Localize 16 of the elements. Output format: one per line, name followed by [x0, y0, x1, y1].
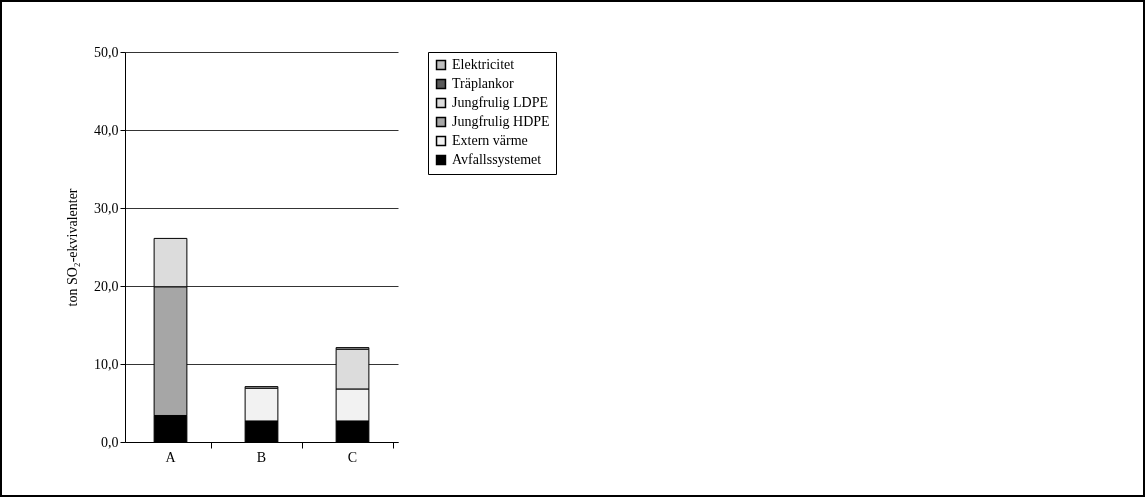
x-tick-label: A: [165, 449, 177, 465]
legend-label: Jungfrulig LDPE: [452, 95, 549, 110]
y-tick-label: 10,0: [94, 356, 119, 372]
legend-label: Extern värme: [452, 133, 528, 148]
legend-label: Elektricitet: [452, 57, 515, 72]
y-tick-label: 30,0: [94, 200, 119, 216]
y-axis-title: ton SO₂-ekvivalenter: [65, 188, 80, 307]
y-tick-label: 20,0: [94, 278, 119, 294]
legend-label: Jungfrulig HDPE: [452, 114, 550, 129]
x-tick-label: C: [347, 449, 358, 465]
legend-label: Träplankor: [452, 76, 515, 91]
legend-label: Avfallssystemet: [452, 152, 542, 167]
x-tick-label: B: [256, 449, 267, 465]
y-tick-label: 50,0: [94, 44, 119, 60]
y-tick-label: 0,0: [101, 434, 119, 450]
y-tick-label: 40,0: [94, 122, 119, 138]
